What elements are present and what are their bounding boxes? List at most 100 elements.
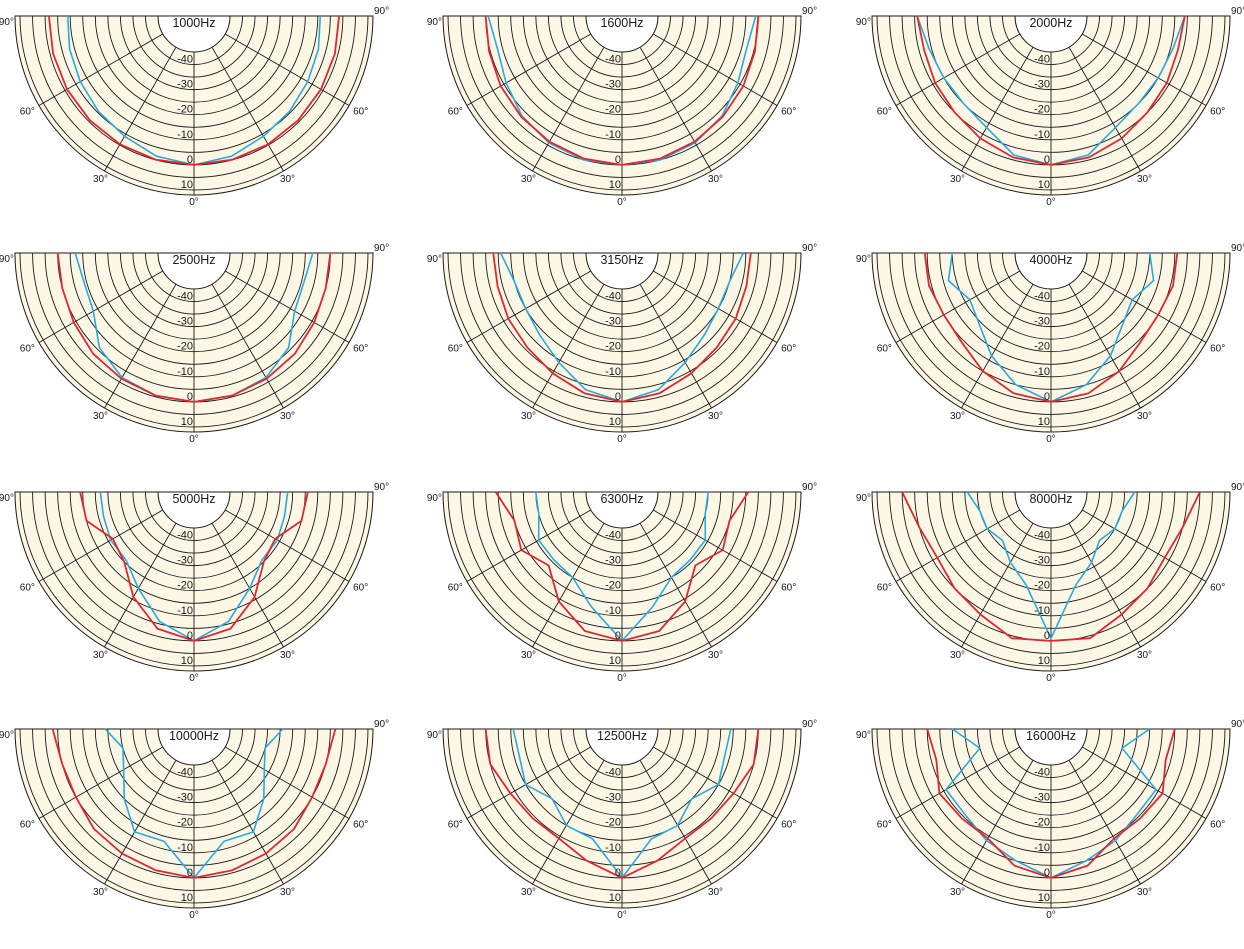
angle-label: 60°: [448, 344, 463, 355]
polar-plot: -40 -30 -20 -10 0 10 0° 30° 30° 60° 60° 90° 90° 6300H…: [427, 482, 817, 684]
angle-label: 30°: [1137, 411, 1152, 422]
angle-label: 60°: [877, 583, 892, 594]
angle-label: 60°: [353, 344, 368, 355]
angle-label: 60°: [781, 820, 796, 831]
angle-label: 90°: [802, 719, 817, 730]
angle-label: 30°: [708, 174, 723, 185]
grid-spoke: [639, 522, 712, 648]
angle-label: 60°: [1210, 583, 1225, 594]
frequency-title: 8000Hz: [1029, 492, 1072, 506]
angle-label: 60°: [20, 820, 35, 831]
polar-panel: -40 -30 -20 -10 0 10 0° 30° 30° 60° 60° 90° 90° 2500H…: [0, 243, 394, 473]
radial-tick-label: -10: [605, 842, 621, 854]
grid-spoke: [1068, 46, 1141, 172]
polar-plot: -40 -30 -20 -10 0 10 0° 30° 30° 60° 60° 90° 90° 5000H…: [0, 482, 389, 684]
center-hole: [1014, 15, 1088, 53]
polar-plot: -40 -30 -20 -10 0 10 0° 30° 30° 60° 60° 90° 90° 2000H…: [856, 6, 1244, 208]
center-hole: [585, 728, 659, 766]
angle-label: 90°: [427, 254, 442, 265]
angle-label: 0°: [1046, 673, 1056, 684]
angle-label: 30°: [950, 174, 965, 185]
grid-spoke: [38, 509, 164, 582]
angle-label: 90°: [374, 719, 389, 730]
polar-panel: -40 -30 -20 -10 0 10 0° 30° 30° 60° 60° 90° 90° 12500…: [422, 719, 822, 949]
grid-spoke: [1081, 33, 1207, 106]
angle-label: 90°: [802, 6, 817, 17]
radial-tick-label: 10: [1038, 892, 1050, 904]
grid-spoke: [211, 759, 284, 885]
radial-tick-label: -30: [1034, 79, 1050, 91]
angle-label: 30°: [93, 411, 108, 422]
radial-tick-label: -40: [177, 767, 193, 779]
series-red-line: [492, 252, 752, 403]
radial-tick-label: -20: [1034, 341, 1050, 353]
grid-spoke: [652, 270, 778, 343]
angle-label: 90°: [427, 730, 442, 741]
grid-spoke: [895, 509, 1021, 582]
angle-label: 60°: [448, 820, 463, 831]
radial-tick-label: -10: [605, 605, 621, 617]
angle-label: 60°: [20, 107, 35, 118]
angle-label: 60°: [20, 583, 35, 594]
radial-tick-label: -20: [605, 341, 621, 353]
polar-panel: -40 -30 -20 -10 0 10 0° 30° 30° 60° 60° 90° 90° 2000H…: [851, 6, 1244, 236]
center-hole: [585, 252, 659, 290]
radial-tick-label: -40: [177, 291, 193, 303]
radial-tick-label: 0: [1044, 630, 1050, 642]
grid-spoke: [895, 746, 1021, 819]
grid-spoke: [38, 33, 164, 106]
radial-tick-label: 10: [1038, 179, 1050, 191]
polar-panel: -40 -30 -20 -10 0 10 0° 30° 30° 60° 60° 90° 90° 5000H…: [0, 482, 394, 712]
radial-tick-label: -10: [605, 129, 621, 141]
radial-tick-label: 10: [609, 655, 621, 667]
grid-spoke: [639, 759, 712, 885]
grid-spoke: [652, 33, 778, 106]
radial-tick-label: 10: [609, 416, 621, 428]
angle-label: 90°: [1231, 6, 1244, 17]
angle-label: 30°: [521, 887, 536, 898]
radial-tick-label: 10: [181, 416, 193, 428]
angle-label: 30°: [521, 174, 536, 185]
grid-spoke: [532, 759, 605, 885]
polar-panel: -40 -30 -20 -10 0 10 0° 30° 30° 60° 60° 90° 90° 8000H…: [851, 482, 1244, 712]
angle-label: 0°: [617, 910, 627, 921]
angle-label: 30°: [280, 650, 295, 661]
grid-spoke: [532, 283, 605, 409]
polar-plot: -40 -30 -20 -10 0 10 0° 30° 30° 60° 60° 90° 90° 3150H…: [427, 243, 817, 445]
grid-spoke: [466, 33, 592, 106]
angle-label: 30°: [280, 411, 295, 422]
frequency-title: 2500Hz: [172, 253, 215, 267]
radial-tick-label: -20: [1034, 580, 1050, 592]
grid-spoke: [38, 746, 164, 819]
grid-spoke: [1068, 283, 1141, 409]
radial-tick-label: 0: [1044, 154, 1050, 166]
angle-label: 30°: [950, 411, 965, 422]
series-red-line: [484, 15, 760, 166]
frequency-title: 5000Hz: [172, 492, 215, 506]
angle-label: 90°: [856, 17, 871, 28]
grid-spoke: [224, 746, 350, 819]
radial-tick-label: -30: [1034, 792, 1050, 804]
radial-tick-label: -10: [1034, 605, 1050, 617]
center-hole: [585, 15, 659, 53]
grid-spoke: [639, 46, 712, 172]
grid-spoke: [895, 33, 1021, 106]
radial-tick-label: -40: [177, 530, 193, 542]
grid-spoke: [639, 283, 712, 409]
grid-spoke: [1081, 509, 1207, 582]
center-hole: [1014, 252, 1088, 290]
radial-tick-label: 10: [609, 892, 621, 904]
angle-label: 0°: [189, 673, 199, 684]
polar-plot: -40 -30 -20 -10 0 10 0° 30° 30° 60° 60° 90° 90° 16000…: [856, 719, 1244, 921]
angle-label: 60°: [1210, 820, 1225, 831]
frequency-title: 6300Hz: [600, 492, 643, 506]
radial-tick-label: -20: [605, 580, 621, 592]
series-red-line: [51, 728, 337, 879]
polar-plot: -40 -30 -20 -10 0 10 0° 30° 30° 60° 60° 90° 90° 2500H…: [0, 243, 389, 445]
angle-label: 30°: [521, 650, 536, 661]
grid-spoke: [1081, 270, 1207, 343]
angle-label: 30°: [708, 650, 723, 661]
polar-plot: -40 -30 -20 -10 0 10 0° 30° 30° 60° 60° 90° 90° 12500…: [427, 719, 817, 921]
angle-label: 60°: [877, 820, 892, 831]
grid-spoke: [532, 46, 605, 172]
